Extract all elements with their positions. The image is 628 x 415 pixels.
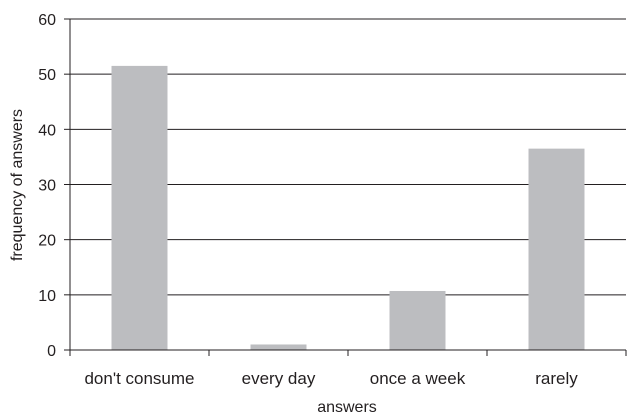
y-axis-title: frequency of answers: [9, 109, 26, 261]
bar: [528, 148, 585, 350]
y-tick-label: 10: [38, 288, 56, 305]
x-category-label: rarely: [535, 369, 578, 388]
x-category-label: don't consume: [84, 369, 194, 388]
y-tick-label: 40: [38, 122, 56, 139]
bar: [111, 65, 168, 351]
x-category-label: once a week: [370, 369, 466, 388]
y-tick-label: 20: [38, 233, 56, 250]
y-tick-label: 50: [38, 67, 56, 84]
axes: [69, 19, 627, 356]
x-axis-title: answers: [317, 399, 377, 415]
y-tick-label: 60: [38, 12, 56, 29]
bars: [111, 65, 585, 351]
x-category-label: every day: [242, 369, 316, 388]
y-tick-label: 30: [38, 178, 56, 195]
bar: [250, 344, 307, 350]
y-tick-labels: 0 10 20 30 40 50 60: [38, 12, 56, 360]
bar: [389, 290, 446, 350]
y-tick-label: 0: [47, 343, 56, 360]
x-category-labels: don't consume every day once a week rarely: [84, 369, 578, 388]
